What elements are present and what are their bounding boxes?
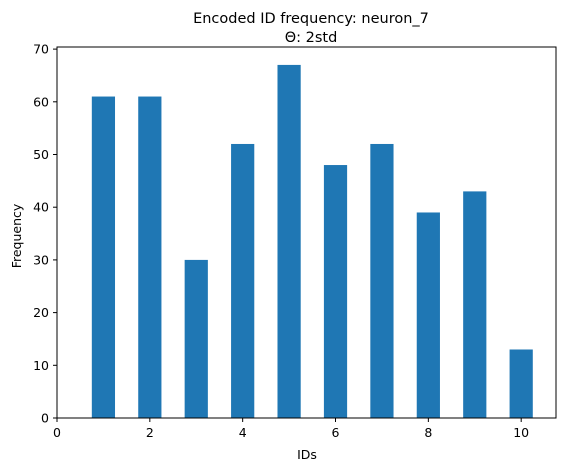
x-tick-label: 6 xyxy=(332,425,340,440)
bar-3 xyxy=(184,259,208,418)
x-tick-label: 8 xyxy=(424,425,432,440)
y-tick-label: 0 xyxy=(41,411,49,426)
y-tick-label: 50 xyxy=(33,147,49,162)
y-axis-label: Frequency xyxy=(9,203,24,268)
y-tick-label: 10 xyxy=(33,358,49,373)
y-tick-label: 60 xyxy=(33,94,49,109)
x-tick-label: 0 xyxy=(53,425,61,440)
plot-frame xyxy=(56,46,557,419)
x-tick-label: 4 xyxy=(239,425,247,440)
y-tick-label: 40 xyxy=(33,200,49,215)
y-tick-label: 30 xyxy=(33,252,49,267)
x-tick-label: 2 xyxy=(146,425,154,440)
bar-8 xyxy=(416,212,440,418)
bar-4 xyxy=(231,143,255,418)
bar-5 xyxy=(277,64,301,419)
bar-7 xyxy=(370,143,394,418)
x-axis-ticks: 0 2 4 6 8 10 xyxy=(53,418,529,440)
x-axis-label: IDs xyxy=(297,447,317,462)
bar-9 xyxy=(463,191,487,418)
bars-group xyxy=(91,64,533,419)
y-tick-label: 70 xyxy=(33,42,49,57)
bar-2 xyxy=(138,96,162,419)
y-axis-ticks: 0 10 20 30 40 50 60 70 xyxy=(33,42,57,426)
x-tick-label: 10 xyxy=(513,425,529,440)
bar-6 xyxy=(323,165,348,418)
bar-1 xyxy=(91,96,116,419)
chart-subtitle: Θ: 2std xyxy=(285,30,338,46)
bar-10 xyxy=(509,349,533,418)
chart-title: Encoded ID frequency: neuron_7 xyxy=(193,11,429,27)
y-tick-label: 20 xyxy=(33,305,49,320)
